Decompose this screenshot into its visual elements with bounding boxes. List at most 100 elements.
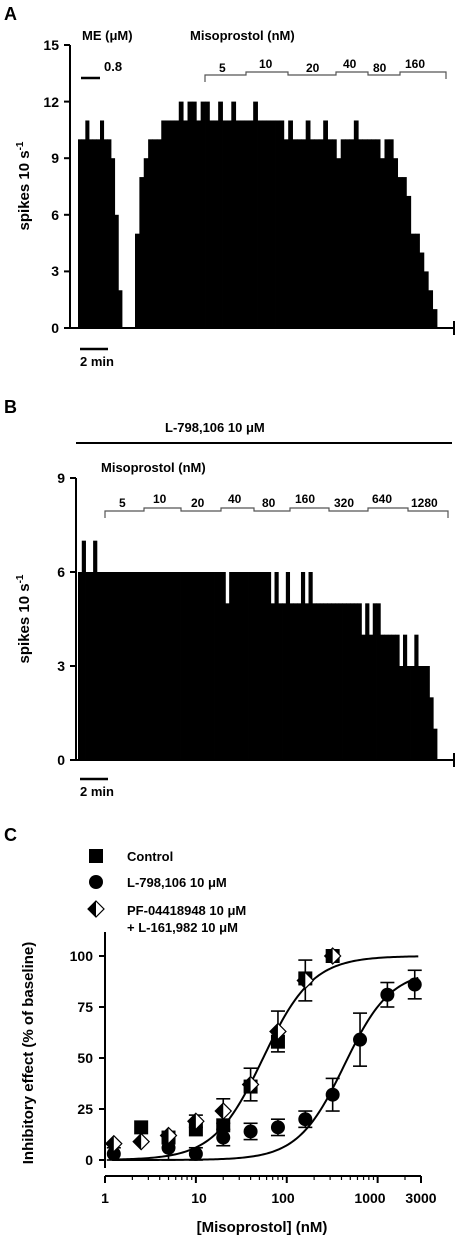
trace-bin xyxy=(142,572,147,760)
diamond-point xyxy=(187,1112,205,1131)
trace-bin xyxy=(288,120,293,328)
trace-bin xyxy=(282,603,287,760)
trace-bin xyxy=(146,572,151,760)
trace-bin xyxy=(419,252,425,328)
fit-curve-1 xyxy=(112,976,419,1161)
trace-bin xyxy=(156,139,162,328)
diamond-point xyxy=(323,947,342,965)
panel-c-xtick-label-1: 1 xyxy=(101,1190,109,1206)
circle-point xyxy=(243,1124,258,1139)
trace-bin xyxy=(397,177,403,328)
trace-bin xyxy=(118,290,123,328)
trace-bin xyxy=(357,603,362,760)
trace-bin xyxy=(289,603,294,760)
trace-bin xyxy=(196,120,202,328)
panel-b-ytick-3: 3 xyxy=(57,658,76,674)
trace-bin xyxy=(418,666,423,760)
trace-bin xyxy=(103,139,108,328)
trace-bin xyxy=(334,603,340,760)
circle-point xyxy=(298,1112,313,1127)
trace-bin xyxy=(202,572,207,760)
trace-bin xyxy=(266,120,272,328)
circle-point xyxy=(161,1140,176,1155)
trace-bin xyxy=(225,603,230,760)
trace-bin xyxy=(191,572,196,760)
trace-bin xyxy=(300,572,306,760)
svg-text:6: 6 xyxy=(57,564,65,580)
trace-bin xyxy=(92,139,97,328)
trace-bin xyxy=(183,572,188,760)
trace-bin xyxy=(319,603,325,760)
trace-bin xyxy=(170,120,175,328)
svg-text:6: 6 xyxy=(51,207,59,223)
panel-b-antagonist-label: L-798,106 10 μM xyxy=(165,420,265,435)
svg-text:15: 15 xyxy=(43,37,59,53)
panel-a: A ME (μM) 0.8 Misoprostol (nM) 5 10 20 4… xyxy=(4,4,455,369)
panel-b-conc-1: 5 xyxy=(119,496,126,510)
panel-c-ytick-75: 75 xyxy=(77,999,105,1015)
svg-text:0: 0 xyxy=(57,752,65,768)
panel-a-dose-bracket xyxy=(204,71,447,82)
trace-bin xyxy=(275,120,280,328)
trace-bin xyxy=(428,290,434,328)
trace-bin xyxy=(107,139,112,328)
trace-bin xyxy=(205,101,210,328)
panel-b: B L-798,106 10 μM Misoprostol (nM) 5 10 … xyxy=(4,397,455,799)
trace-bin xyxy=(393,158,399,328)
trace-bin xyxy=(366,139,372,328)
trace-bin xyxy=(425,666,430,760)
panel-a-scale-label: 2 min xyxy=(80,354,114,369)
panel-c-xlabel: [Misoprostol] (nM) xyxy=(197,1219,328,1236)
trace-bin xyxy=(323,120,328,328)
trace-bin xyxy=(176,572,181,760)
trace-bin xyxy=(229,572,234,760)
trace-bin xyxy=(174,120,180,328)
panel-b-y-ticks: 0 3 6 9 xyxy=(57,470,76,768)
panel-a-y-ticks: 0 3 6 9 12 15 xyxy=(43,37,70,336)
trace-bin xyxy=(388,139,394,328)
trace-bin xyxy=(255,572,260,760)
trace-bin xyxy=(376,603,381,760)
trace-bin xyxy=(251,572,257,760)
trace-bin xyxy=(232,572,238,760)
panel-a-ytick-12: 12 xyxy=(43,94,70,110)
svg-text:9: 9 xyxy=(57,470,65,486)
trace-bin xyxy=(81,139,86,328)
panel-a-ytick-9: 9 xyxy=(51,150,70,166)
trace-bin xyxy=(100,572,105,760)
trace-bin xyxy=(266,572,272,760)
trace-bin xyxy=(108,572,113,760)
circle-point xyxy=(188,1146,203,1161)
panel-c-data-points xyxy=(104,947,422,1161)
diamond-point xyxy=(159,1126,178,1145)
legend-diamond-marker xyxy=(87,900,105,918)
trace-bin xyxy=(361,634,366,760)
panel-a-me-label: ME (μM) xyxy=(82,28,133,43)
panel-a-conc-5: 80 xyxy=(373,61,387,75)
trace-bin xyxy=(135,233,140,328)
trace-bin xyxy=(421,666,427,760)
trace-bin xyxy=(148,139,153,328)
trace-bin xyxy=(402,634,408,760)
trace-bin xyxy=(292,139,298,328)
trace-bin xyxy=(384,634,389,760)
trace-bin xyxy=(165,120,171,328)
panel-a-conc-2: 10 xyxy=(259,57,273,71)
trace-bin xyxy=(200,101,206,328)
trace-bin xyxy=(310,139,315,328)
trace-bin xyxy=(161,120,167,328)
trace-bin xyxy=(134,572,139,760)
trace-bin xyxy=(371,139,377,328)
panel-b-ylabel: spikes 10 s-1 xyxy=(15,574,33,663)
trace-bin xyxy=(327,603,332,760)
trace-bin xyxy=(209,120,215,328)
trace-bin xyxy=(152,139,158,328)
trace-bin xyxy=(304,603,309,760)
trace-bin xyxy=(89,139,94,328)
trace-bin xyxy=(384,139,390,328)
trace-bin xyxy=(270,120,276,328)
trace-bin xyxy=(130,572,136,760)
trace-bin xyxy=(178,101,184,328)
trace-bin xyxy=(206,572,211,760)
trace-bin xyxy=(387,634,393,760)
